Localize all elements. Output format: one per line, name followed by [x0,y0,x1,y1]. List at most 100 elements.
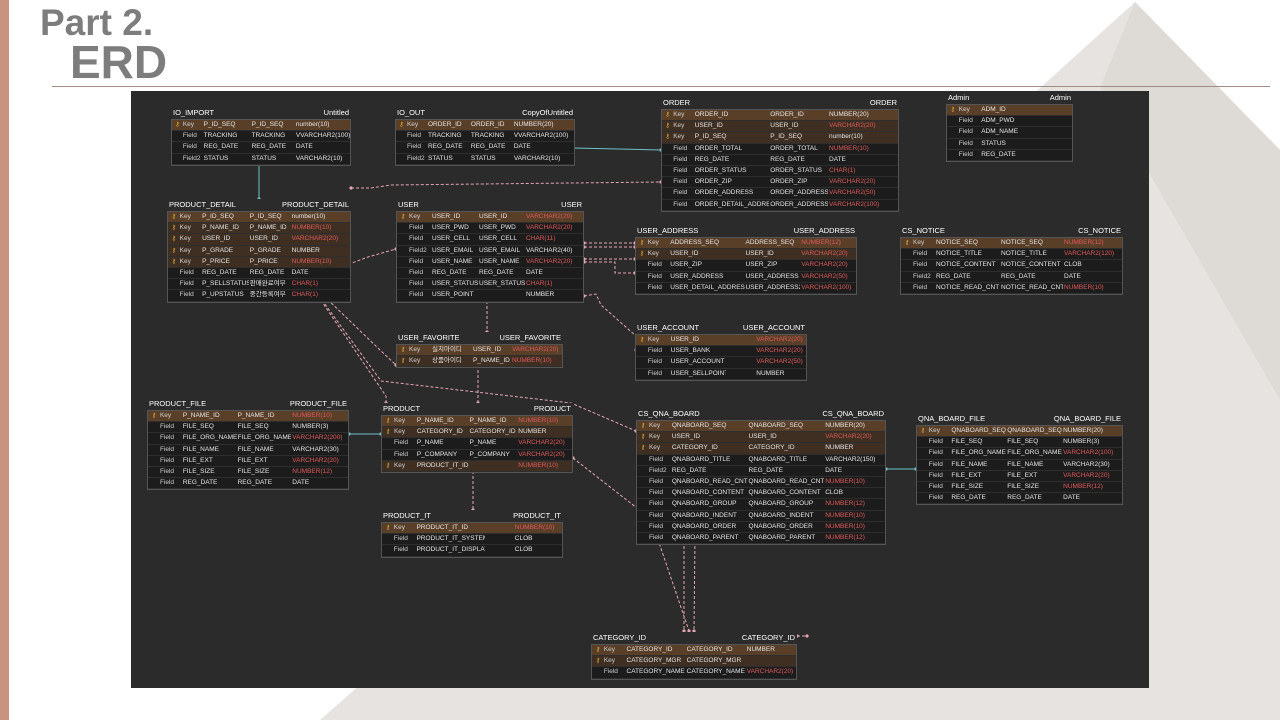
table-row[interactable]: Field FILE_NAME FILE_NAME VARCHAR2(30) [917,460,1122,471]
table-row[interactable]: Field REG_DATE REG_DATE DATE [168,268,350,280]
table-row[interactable]: ⚷ Key USER_ID VARCHAR2(20) [636,335,806,347]
table-row[interactable]: ⚷ Key P_PRICE P_PRICE NUMBER(10) [168,256,350,268]
table-row[interactable]: ⚷ Key QNABOARD_SEQ QNABOARD_SEQ NUMBER(20) [637,421,885,433]
table-row[interactable]: Field PRODUCT_IT_SYSTEM CLOB [382,534,562,546]
table-row[interactable]: Field QNABOARD_PARENT QNABOARD_PARENT NUMBE… [637,533,885,545]
table-row[interactable]: Field P_NAME P_NAME VARCHAR2(20) [382,438,572,450]
erd-table-product_file[interactable]: PRODUCT_FILE PRODUCT_FILE ⚷ Key P_NAME_ID P_N… [147,398,349,491]
erd-table-cs_notice[interactable]: CS_NOTICE CS_NOTICE ⚷ Key NOTICE_SEQ NOTICE_S… [900,225,1123,295]
table-row[interactable]: Field FILE_SIZE FILE_SIZE NUMBER(12) [917,482,1122,494]
table-row[interactable]: Field QNABOARD_ORDER QNABOARD_ORDER NUMBER(… [637,522,885,533]
table-row[interactable]: ⚷ Key ORDER_ID ORDER_ID NUMBER(20) [396,120,574,132]
table-row[interactable]: Field FILE_SEQ FILE_SEQ NUMBER(3) [148,422,348,434]
table-row[interactable]: Field TRACKING TRACKING VVARCHAR2(100) [396,131,574,143]
table-row[interactable]: Field QNABOARD_TITLE QNABOARD_TITLE VARCHAR… [637,455,885,466]
table-row[interactable]: Field FILE_SIZE FILE_SIZE NUMBER(12) [148,467,348,479]
table-row[interactable]: Field FILE_NAME FILE_NAME VARCHAR2(30) [148,445,348,456]
table-row[interactable]: Field P_COMPANY P_COMPANY VARCHAR2(20) [382,450,572,461]
table-row[interactable]: Field USER_CELL USER_CELL CHAR(11) [397,234,583,246]
table-row[interactable]: Field REG_DATE REG_DATE DATE [148,478,348,490]
erd-table-qna_board_file[interactable]: QNA_BOARD_FILE QNA_BOARD_FILE ⚷ Key QNABOARD… [916,413,1123,506]
table-row[interactable]: Field USER_ZIP USER_ZIP VARCHAR2(20) [636,260,856,272]
table-row[interactable]: ⚷ Key CATEGORY_MGR CATEGORY_MGR [592,656,796,668]
table-row[interactable]: Field REG_DATE REG_DATE DATE [917,493,1122,505]
table-row[interactable]: Field FILE_EXT FILE_EXT VARCHAR2(20) [148,456,348,467]
table-row[interactable]: Field ADM_NAME [947,127,1072,139]
table-row[interactable]: ⚷ Key USER_ID USER_ID VARCHAR2(20) [636,249,856,261]
erd-table-io_out[interactable]: IO_OUT CopyOfUntitled ⚷ Key ORDER_ID ORDER_ID… [395,107,575,166]
table-row[interactable]: Field2 STATUS STATUS VARCHAR2(10) [172,154,350,165]
table-row[interactable]: ⚷ Key P_NAME_ID P_NAME_ID NUMBER(10) [168,223,350,235]
table-row[interactable]: Field ORDER_TOTAL ORDER_TOTAL NUMBER(10) [662,144,898,155]
table-row[interactable]: Field STATUS [947,139,1072,150]
table-row[interactable]: Field NOTICE_TITLE NOTICE_TITLE VARCHAR2(12… [901,249,1122,261]
erd-table-category_id[interactable]: CATEGORY_ID CATEGORY_ID ⚷ Key CATEGORY_ID CAT… [591,632,797,680]
table-row[interactable]: Field REG_DATE REG_DATE DATE [397,268,583,280]
table-row[interactable]: ⚷ Key CATEGORY_ID CATEGORY_ID NUMBER [637,443,885,455]
erd-table-order[interactable]: ORDER ORDER ⚷ Key ORDER_ID ORDER_ID NUMBER(20)… [661,97,899,212]
table-row[interactable]: Field2 STATUS STATUS VARCHAR2(10) [396,154,574,165]
table-row[interactable]: Field QNABOARD_INDENT QNABOARD_INDENT NUMBE… [637,511,885,522]
table-row[interactable]: Field FILE_ORG_NAME FILE_ORG_NAME VARCHAR2(… [917,448,1122,460]
erd-table-product_it[interactable]: PRODUCT_IT PRODUCT_IT ⚷ Key PRODUCT_IT_ID NUM… [381,510,563,558]
table-row[interactable]: ⚷ Key P_GRADE P_GRADE NUMBER [168,245,350,257]
table-row[interactable]: Field REG_DATE REG_DATE DATE [396,142,574,154]
table-row[interactable]: ⚷ Key CATEGORY_ID CATEGORY_ID NUMBER [382,427,572,439]
table-row[interactable]: ⚷ Key USER_ID USER_ID VARCHAR2(20) [168,234,350,246]
table-row[interactable]: ⚷ Key P_NAME_ID P_NAME_ID NUMBER(10) [148,411,348,423]
table-row[interactable]: ⚷ Key QNABOARD_SEQ QNABOARD_SEQ NUMBER(20) [917,426,1122,438]
table-row[interactable]: ⚷ Key PRODUCT_IT_ID NUMBER(10) [382,460,572,472]
erd-table-io_import[interactable]: IO_IMPORT Untitled ⚷ Key P_ID_SEQ P_ID_SEQ num… [171,107,351,166]
table-row[interactable]: Field ORDER_ADDRESS ORDER_ADDRESS VARCHAR2(… [662,188,898,200]
table-row[interactable]: Field REG_DATE [947,150,1072,161]
table-row[interactable]: ⚷ Key USER_ID USER_ID VARCHAR2(20) [637,432,885,444]
table-row[interactable]: Field P_SELLSTATUS 판매완료여부 CHAR(1) [168,279,350,291]
erd-table-user_account[interactable]: USER_ACCOUNT USER_ACCOUNT ⚷ Key USER_ID VARCH… [635,322,807,381]
table-row[interactable]: ⚷ Key NOTICE_SEQ NOTICE_SEQ NUMBER(12) [901,238,1122,250]
table-row[interactable]: ⚷ Key P_ID_SEQ P_ID_SEQ number(10) [172,120,350,132]
table-row[interactable]: Field PRODUCT_IT_DISPLAY CLOB [382,545,562,557]
table-row[interactable]: Field USER_PWD USER_PWD VARCHAR2(20) [397,223,583,235]
erd-table-user[interactable]: USER USER ⚷ Key USER_ID USER_ID VARCHAR2(20) Fi… [396,199,584,303]
erd-table-cs_qna_board[interactable]: CS_QNA_BOARD CS_QNA_BOARD ⚷ Key QNABOARD_SEQ… [636,408,886,546]
table-row[interactable]: Field USER_ADDRESS USER_ADDRESS VARCHAR2(50… [636,272,856,283]
table-row[interactable]: Field ORDER_ZIP ORDER_ZIP VARCHAR2(20) [662,177,898,189]
table-row[interactable]: Field NOTICE_READ_CNT NOTICE_READ_CNT NUMBE… [901,283,1122,294]
table-row[interactable]: ⚷ Key ORDER_ID ORDER_ID NUMBER(20) [662,110,898,122]
table-row[interactable]: Field FILE_EXT FILE_EXT VARCHAR2(20) [917,471,1122,482]
table-row[interactable]: Field ORDER_STATUS ORDER_STATUS CHAR(1) [662,166,898,178]
table-row[interactable]: ⚷ Key USER_ID USER_ID VARCHAR2(20) [662,121,898,133]
table-row[interactable]: Field QNABOARD_READ_CNT QNABOARD_READ_CNT N… [637,477,885,489]
table-row[interactable]: Field USER_BANK VARCHAR2(20) [636,346,806,358]
table-row[interactable]: Field ADM_PWD [947,116,1072,128]
table-row[interactable]: Field CATEGORY_NAME CATEGORY_NAME VARCHAR2(… [592,667,796,679]
erd-table-user_favorite[interactable]: USER_FAVORITE USER_FAVORITE ⚷ Key 실치아이디 USER_… [396,332,563,369]
table-row[interactable]: Field2 REG_DATE REG_DATE DATE [901,272,1122,283]
table-row[interactable]: Field USER_ACCOUNT VARCHAR2(50) [636,357,806,369]
table-row[interactable]: Field QNABOARD_CONTENT QNABOARD_CONTENT CLO… [637,488,885,500]
table-row[interactable]: ⚷ Key CATEGORY_ID CATEGORY_ID NUMBER [592,645,796,657]
table-row[interactable]: ⚷ Key P_ID_SEQ P_ID_SEQ number(10) [662,132,898,144]
table-row[interactable]: Field2 REG_DATE REG_DATE DATE [637,466,885,477]
erd-table-product[interactable]: PRODUCT PRODUCT ⚷ Key P_NAME_ID P_NAME_ID NUMB… [381,403,573,473]
table-row[interactable]: Field REG_DATE REG_DATE DATE [662,155,898,166]
erd-table-user_address[interactable]: USER_ADDRESS USER_ADDRESS ⚷ Key ADDRESS_SEQ A… [635,225,857,295]
table-row[interactable]: Field USER_SELLPOINT NUMBER [636,369,806,380]
table-row[interactable]: ⚷ Key ADDRESS_SEQ ADDRESS_SEQ NUMBER(12) [636,238,856,250]
table-row[interactable]: ⚷ Key P_NAME_ID P_NAME_ID NUMBER(10) [382,416,572,428]
table-row[interactable]: Field QNABOARD_GROUP QNABOARD_GROUP NUMBER(… [637,499,885,511]
table-row[interactable]: Field USER_DETAIL_ADDRESS USER_ADDRESS2 VAR… [636,283,856,294]
table-row[interactable]: Field USER_STATUS USER_STATUS CHAR(1) [397,279,583,291]
table-row[interactable]: ⚷ Key 실치아이디 USER_ID VARCHAR2(20) [397,345,562,357]
table-row[interactable]: ⚷ Key 상품아이디 P_NAME_ID NUMBER(10) [397,356,562,368]
erd-table-product_detail[interactable]: PRODUCT_DETAIL PRODUCT_DETAIL ⚷ Key P_ID_SEQ… [167,199,351,303]
table-row[interactable]: Field ORDER_DETAIL_ADDRESSORDER_ADDRESS2V… [662,200,898,211]
table-row[interactable]: Field2 USER_EMAIL USER_EMAIL VARCHAR2(40) [397,246,583,257]
table-row[interactable]: Field FILE_SEQ FILE_SEQ NUMBER(3) [917,437,1122,449]
table-row[interactable]: Field USER_NAME USER_NAME VARCHAR2(20) [397,257,583,268]
table-row[interactable]: ⚷ Key PRODUCT_IT_ID NUMBER(10) [382,523,562,535]
table-row[interactable]: Field NOTICE_CONTENT NOTICE_CONTENT CLOB [901,260,1122,272]
table-row[interactable]: ⚷ Key USER_ID USER_ID VARCHAR2(20) [397,212,583,224]
table-row[interactable]: Field REG_DATE REG_DATE DATE [172,142,350,154]
table-row[interactable]: Field P_UPSTATUS 중간등록여부 CHAR(1) [168,290,350,302]
